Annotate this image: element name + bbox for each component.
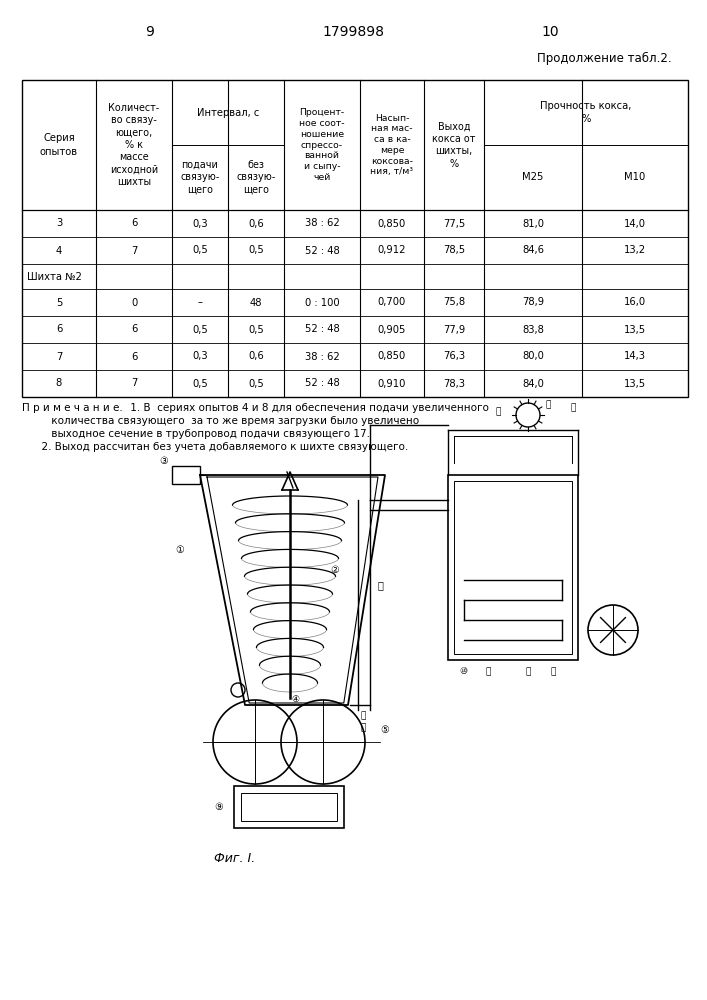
- Text: 75,8: 75,8: [443, 298, 465, 308]
- Text: Интервал, с: Интервал, с: [197, 107, 259, 117]
- Text: ⑲: ⑲: [361, 724, 366, 732]
- Text: 5: 5: [56, 298, 62, 308]
- Text: ⑬: ⑬: [496, 408, 501, 416]
- Bar: [454, 481, 572, 654]
- Bar: [241, 793, 337, 821]
- Text: 0,5: 0,5: [192, 378, 208, 388]
- Text: Продолжение табл.2.: Продолжение табл.2.: [537, 51, 672, 65]
- Text: 16,0: 16,0: [624, 298, 646, 308]
- Text: 0,5: 0,5: [248, 378, 264, 388]
- Text: ④: ④: [291, 696, 299, 704]
- Text: 0,3: 0,3: [192, 352, 208, 361]
- Text: 6: 6: [131, 352, 137, 361]
- Text: 80,0: 80,0: [522, 352, 544, 361]
- Text: ⑩: ⑩: [459, 668, 467, 676]
- Text: 83,8: 83,8: [522, 324, 544, 334]
- Text: 0,3: 0,3: [192, 219, 208, 229]
- Text: ⑤: ⑤: [380, 725, 390, 735]
- Text: 13,5: 13,5: [624, 324, 646, 334]
- Text: 0,5: 0,5: [248, 245, 264, 255]
- Text: 1. В  сериях опытов 4 и 8 для обеспечения подачи увеличенного: 1. В сериях опытов 4 и 8 для обеспечения…: [127, 403, 489, 413]
- Text: 84,0: 84,0: [522, 378, 544, 388]
- Text: без
связую-
щего: без связую- щего: [236, 160, 276, 195]
- Text: ⑭: ⑭: [545, 400, 551, 410]
- Text: ⑫: ⑫: [571, 403, 575, 412]
- Bar: [172, 466, 200, 484]
- Bar: [234, 786, 344, 828]
- Text: 6: 6: [131, 324, 137, 334]
- Text: 2. Выход рассчитан без учета добавляемого к шихте связующего.: 2. Выход рассчитан без учета добавляемог…: [22, 442, 408, 452]
- Text: 7: 7: [131, 245, 137, 255]
- Text: количества связующего  за то же время загрузки было увеличено: количества связующего за то же время заг…: [22, 416, 419, 426]
- Text: 14,3: 14,3: [624, 352, 646, 361]
- Text: 4: 4: [56, 245, 62, 255]
- Text: 0: 0: [131, 298, 137, 308]
- Text: 78,3: 78,3: [443, 378, 465, 388]
- Text: 10: 10: [541, 25, 559, 39]
- Text: 76,3: 76,3: [443, 352, 465, 361]
- Text: ②: ②: [331, 565, 339, 575]
- Text: 6: 6: [56, 324, 62, 334]
- Text: П р и м е ч а н и е.: П р и м е ч а н и е.: [22, 403, 123, 413]
- Text: 0,850: 0,850: [378, 219, 406, 229]
- Text: 0,912: 0,912: [378, 245, 407, 255]
- Text: 13,5: 13,5: [624, 378, 646, 388]
- Text: 78,5: 78,5: [443, 245, 465, 255]
- Text: Процент-
ное соот-
ношение
спрессо-
ванной
и сыпу-
чей: Процент- ное соот- ношение спрессо- ванн…: [299, 108, 345, 182]
- Text: ①: ①: [175, 545, 185, 555]
- Text: ⑱: ⑱: [361, 712, 366, 720]
- Text: 0,700: 0,700: [378, 298, 406, 308]
- Text: 3: 3: [56, 219, 62, 229]
- Text: 0 : 100: 0 : 100: [305, 298, 339, 308]
- Bar: [448, 475, 578, 660]
- Text: 38 : 62: 38 : 62: [305, 219, 339, 229]
- Text: ⑮: ⑮: [525, 668, 531, 676]
- Text: 0,5: 0,5: [192, 324, 208, 334]
- Text: М10: М10: [624, 172, 645, 182]
- Text: ⑯: ⑯: [550, 668, 556, 676]
- Text: 14,0: 14,0: [624, 219, 646, 229]
- Text: 0,5: 0,5: [192, 245, 208, 255]
- Text: 48: 48: [250, 298, 262, 308]
- Text: 9: 9: [146, 25, 154, 39]
- Text: ⑨: ⑨: [215, 802, 223, 812]
- Text: Серия
опытов: Серия опытов: [40, 133, 78, 157]
- Text: –: –: [197, 298, 202, 308]
- Text: Шихта №2: Шихта №2: [27, 271, 82, 282]
- Text: 7: 7: [56, 352, 62, 361]
- Text: Насып-
ная мас-
са в ка-
мере
коксова-
ния, т/м³: Насып- ная мас- са в ка- мере коксова- н…: [370, 114, 414, 176]
- Bar: [22, 80, 688, 397]
- Text: 81,0: 81,0: [522, 219, 544, 229]
- Text: 78,9: 78,9: [522, 298, 544, 308]
- Text: Прочность кокса,
%: Прочность кокса, %: [540, 101, 631, 124]
- Text: 52 : 48: 52 : 48: [305, 245, 339, 255]
- Text: 7: 7: [131, 378, 137, 388]
- Text: 38 : 62: 38 : 62: [305, 352, 339, 361]
- Text: 6: 6: [131, 219, 137, 229]
- Text: 77,5: 77,5: [443, 219, 465, 229]
- Text: ⑰: ⑰: [377, 580, 383, 590]
- Text: 0,850: 0,850: [378, 352, 406, 361]
- Text: М25: М25: [522, 172, 544, 182]
- Text: подачи
связую-
щего: подачи связую- щего: [180, 160, 220, 195]
- Text: 0,910: 0,910: [378, 378, 407, 388]
- Text: 8: 8: [56, 378, 62, 388]
- Text: Выход
кокса от
шихты,
%: Выход кокса от шихты, %: [432, 121, 476, 169]
- Text: 0,5: 0,5: [248, 324, 264, 334]
- Text: 0,905: 0,905: [378, 324, 407, 334]
- Text: 1799898: 1799898: [322, 25, 384, 39]
- Text: 0,6: 0,6: [248, 219, 264, 229]
- Text: 13,2: 13,2: [624, 245, 646, 255]
- Text: ③: ③: [160, 456, 168, 466]
- Text: 52 : 48: 52 : 48: [305, 324, 339, 334]
- Text: 52 : 48: 52 : 48: [305, 378, 339, 388]
- Text: Количест-
во связу-
ющего,
% к
массе
исходной
шихты: Количест- во связу- ющего, % к массе исх…: [108, 103, 160, 187]
- Text: 0,6: 0,6: [248, 352, 264, 361]
- Text: выходное сечение в трубопровод подачи связующего 17.: выходное сечение в трубопровод подачи св…: [22, 429, 370, 439]
- Text: ⑪: ⑪: [485, 668, 491, 676]
- Text: Фиг. I.: Фиг. I.: [214, 852, 256, 864]
- Text: 84,6: 84,6: [522, 245, 544, 255]
- Text: 77,9: 77,9: [443, 324, 465, 334]
